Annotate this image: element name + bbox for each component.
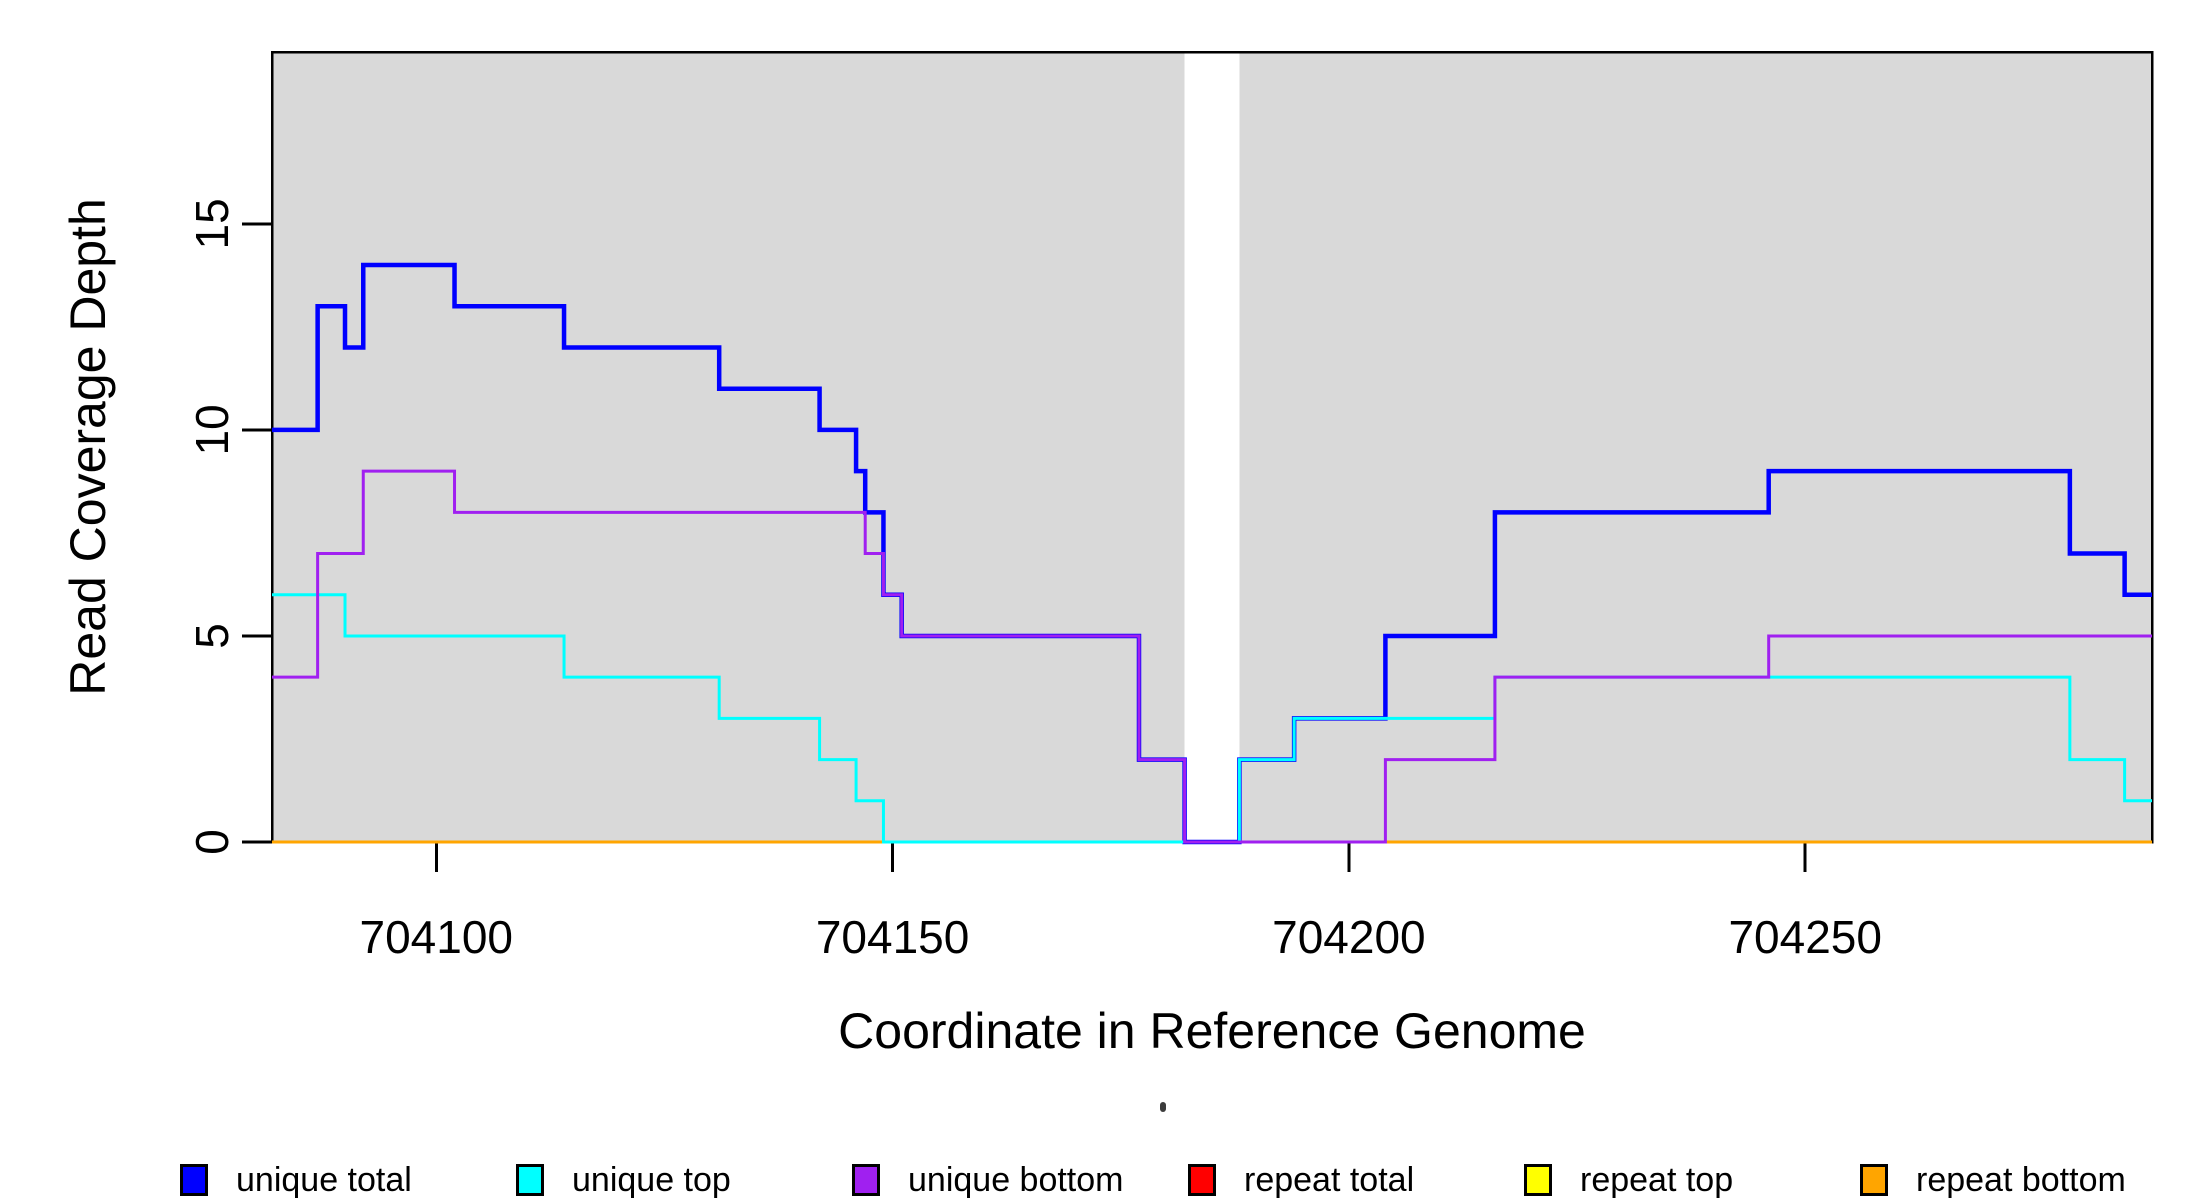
legend-label: unique top (572, 1161, 731, 1199)
y-axis-tick-label: 0 (186, 829, 238, 855)
coverage-plot: 704100 704150 704200 704250 0 5 10 15 (186, 50, 2154, 963)
y-axis-tick-label: 15 (186, 198, 238, 249)
stray-mark (1160, 1102, 1166, 1112)
legend-swatch-repeat-total (1188, 1164, 1216, 1196)
series-unique-top (272, 593, 2152, 844)
y-axis-tick-label: 5 (186, 623, 238, 649)
legend-label: unique total (236, 1161, 412, 1199)
legend-swatch-unique-top (516, 1164, 544, 1196)
x-axis-tick-label: 704250 (1728, 911, 1882, 963)
x-axis-title: Coordinate in Reference Genome (838, 1003, 1586, 1059)
legend-label: unique bottom (908, 1161, 1124, 1199)
x-axis-tick-label: 704200 (1272, 911, 1426, 963)
y-axis-tick-label: 10 (186, 404, 238, 455)
legend-swatch-unique-total (180, 1164, 208, 1196)
legend-swatch-unique-bottom (852, 1164, 880, 1196)
legend-item-unique-bottom: unique bottom (852, 1156, 1124, 1204)
legend-swatch-repeat-top (1524, 1164, 1552, 1196)
legend-item-repeat-bottom: repeat bottom (1860, 1156, 2126, 1204)
x-axis-tick-label: 704150 (816, 911, 970, 963)
legend-item-unique-top: unique top (516, 1156, 731, 1204)
legend-label: repeat total (1244, 1161, 1415, 1199)
legend-item-unique-total: unique total (180, 1156, 412, 1204)
legend-item-repeat-top: repeat top (1524, 1156, 1733, 1204)
x-axis-tick-label: 704100 (360, 911, 514, 963)
legend-label: repeat bottom (1916, 1161, 2126, 1199)
series-unique-bottom (272, 469, 2152, 844)
masked-region (1184, 52, 1240, 842)
y-axis-title: Read Coverage Depth (60, 198, 116, 696)
legend: unique total unique top unique bottom repea… (0, 1156, 2200, 1204)
legend-label: repeat top (1580, 1161, 1734, 1199)
legend-item-repeat-total: repeat total (1188, 1156, 1414, 1204)
legend-swatch-repeat-bottom (1860, 1164, 1888, 1196)
